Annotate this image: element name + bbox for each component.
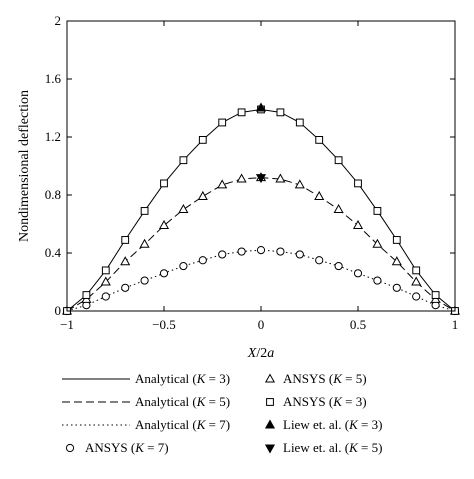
series-5-point — [431, 291, 440, 299]
plot-frame — [66, 20, 456, 312]
series-3-point — [412, 292, 421, 301]
x-tick-label: −0.5 — [152, 317, 176, 332]
series-3-point — [237, 247, 246, 256]
y-tick-label: 0.8 — [45, 187, 61, 202]
series-4-point — [178, 203, 189, 213]
series-5-point — [160, 179, 168, 188]
x-tick-label: −1 — [60, 317, 74, 332]
legend-label-5: ANSYS (K = 3) — [283, 394, 367, 409]
plot-markers — [61, 102, 461, 316]
series-5-point — [179, 156, 188, 165]
series-4-point — [236, 173, 247, 183]
y-tick-label: 0.4 — [45, 245, 62, 260]
series-5-point — [373, 207, 382, 215]
series-5-point — [315, 136, 324, 144]
series-4-point — [333, 203, 344, 213]
series-4-point — [352, 219, 364, 229]
legend-label-6: Liew et. al. (K = 3) — [283, 417, 382, 432]
series-3-point — [334, 261, 343, 271]
y-tick-label: 0 — [55, 303, 62, 318]
series-3-point — [218, 250, 227, 259]
plot-lines — [66, 108, 456, 312]
series-3-point — [198, 256, 207, 265]
x-axis-label: X/2a — [247, 346, 274, 361]
series-5-point — [412, 266, 421, 275]
series-5-point — [276, 108, 285, 117]
series-5-point — [101, 266, 110, 275]
legend-label-7: Liew et. al. (K = 5) — [283, 440, 382, 455]
series-4-point — [391, 256, 402, 266]
series-5-point — [295, 118, 304, 127]
legend-label-4: ANSYS (K = 5) — [283, 371, 367, 386]
series-3-point — [159, 269, 169, 278]
series-5-point — [121, 236, 130, 244]
series-4-point — [217, 179, 228, 189]
series-5-point — [82, 291, 91, 299]
series-line-0 — [66, 108, 456, 312]
legend-label-2: Analytical (K = 7) — [135, 417, 230, 432]
series-7-point — [255, 174, 267, 184]
series-3-point — [315, 256, 324, 265]
series-4-point — [372, 238, 383, 248]
x-tick-label: 0 — [258, 317, 265, 332]
y-axis-label: Nondimensional deflection — [17, 90, 32, 242]
series-3-point — [256, 246, 266, 255]
series-3-point — [276, 247, 285, 256]
series-5-point — [140, 207, 149, 215]
series-4-point — [411, 276, 422, 286]
series-5-point — [237, 108, 246, 117]
series-3-point — [121, 283, 130, 292]
legend-label-3: ANSYS (K = 7) — [85, 440, 169, 455]
series-3-point — [101, 292, 110, 301]
legend-swatch-5 — [266, 398, 274, 406]
series-4-point — [197, 190, 208, 200]
y-tick-label: 1.6 — [45, 71, 62, 86]
legend-swatch-7 — [264, 444, 276, 454]
legend-swatch-3 — [65, 443, 75, 453]
series-4-point — [120, 256, 131, 266]
series-4-point — [275, 173, 286, 183]
series-3-point — [353, 269, 363, 278]
series-5-point — [354, 179, 362, 188]
series-3-point — [140, 276, 149, 285]
series-4-point — [100, 276, 111, 286]
series-3-point — [295, 250, 304, 259]
series-5-point — [392, 236, 401, 244]
series-4-point — [294, 179, 305, 189]
series-3-point — [373, 276, 382, 285]
series-5-point — [334, 156, 343, 165]
series-5-point — [198, 136, 207, 144]
y-tick-label: 1.2 — [45, 129, 61, 144]
y-tick-label: 2 — [55, 13, 62, 28]
series-3-point — [179, 261, 188, 271]
legend-swatch-4 — [264, 373, 276, 383]
x-tick-label: 1 — [452, 317, 459, 332]
series-4-point — [158, 219, 170, 229]
series-3-point — [392, 283, 401, 292]
series-5-point — [218, 118, 227, 127]
x-tick-label: 0.5 — [350, 317, 366, 332]
legend-swatch-6 — [264, 419, 276, 429]
legend-label-1: Analytical (K = 5) — [135, 394, 230, 409]
y-axis-ticks: 0 0.4 0.8 1.2 1.6 2 — [45, 13, 455, 318]
series-4-point — [314, 190, 325, 200]
legend: Analytical (K = 3) Analytical (K = 5) Anal… — [62, 371, 382, 455]
series-6-point — [255, 102, 267, 112]
x-axis-ticks: −1 −0.5 0 0.5 1 — [60, 21, 458, 332]
legend-label-0: Analytical (K = 3) — [135, 371, 230, 386]
series-4-point — [139, 238, 150, 248]
